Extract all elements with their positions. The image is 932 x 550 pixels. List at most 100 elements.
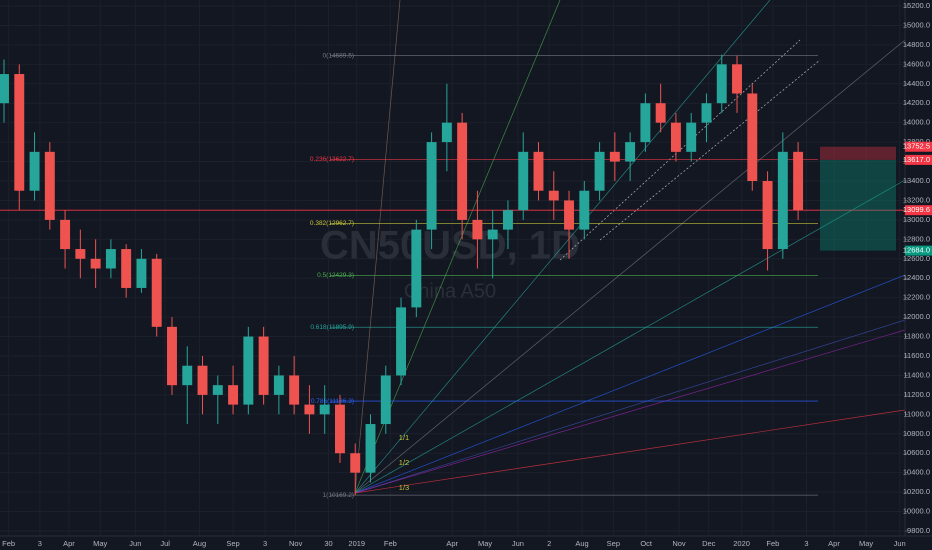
candle-body (380, 375, 391, 425)
candle-body (411, 229, 422, 308)
candle-body (0, 74, 9, 104)
candle-body (319, 404, 330, 415)
gann-fan: 1/1 1/2 1/3 (354, 0, 906, 494)
candle-body (640, 103, 651, 143)
x-tick-label: Feb (2, 539, 15, 548)
watermark-name: China A50 (404, 280, 496, 302)
candle-body (609, 151, 620, 162)
candle-body (426, 142, 437, 230)
fan-line (354, 39, 906, 494)
fan-line (354, 329, 906, 494)
candle-body (258, 336, 269, 395)
y-tick-label: 13400.0 (903, 176, 930, 185)
candle-body (350, 453, 361, 473)
candle-body (518, 151, 529, 211)
y-tick-label: 14200.0 (903, 98, 930, 107)
fib-retracement: 0(14689.5) 0.236(13622.7) 0.382(12962.7) 0.… (0, 52, 905, 499)
candle-body (625, 142, 636, 162)
fib-label: 0.5(12429.3) (317, 272, 354, 279)
x-tick-label: Feb (384, 539, 397, 548)
fan-line (354, 0, 771, 494)
candle-body (579, 190, 590, 230)
y-tick-label: 10800.0 (903, 429, 930, 438)
candle-body (197, 365, 208, 395)
candle-body (335, 404, 345, 454)
candle-body (457, 122, 468, 220)
stop-zone (820, 146, 896, 160)
x-tick-label: Jun (129, 539, 141, 548)
candle-body (716, 64, 727, 104)
candle-body (105, 249, 116, 269)
candle-body (441, 122, 452, 143)
x-tick-label: May (93, 539, 107, 548)
x-tick-label: 2 (547, 539, 551, 548)
fib-label: 0.618(11895.9) (310, 324, 354, 331)
candle-body (365, 424, 376, 473)
y-tick-label: 14000.0 (903, 118, 930, 127)
x-tick-label: Nov (672, 539, 686, 548)
x-tick-label: May (859, 539, 873, 548)
fib-label: 0.382(12962.7) (310, 220, 354, 227)
fan-label: 1/2 (399, 458, 409, 467)
y-tick-label: 14800.0 (903, 40, 930, 49)
candle-body (167, 326, 177, 386)
x-tick-label: Dec (702, 539, 716, 548)
y-tick-label: 15000.0 (903, 20, 930, 29)
x-tick-label: Jun (894, 539, 906, 548)
x-tick-label: Aug (193, 539, 206, 548)
candle-body (289, 375, 300, 405)
candle-body (151, 258, 162, 327)
fib-label: 0.236(13622.7) (310, 156, 354, 163)
y-tick-label: 14400.0 (903, 79, 930, 88)
x-tick-label: Feb (766, 539, 779, 548)
fan-line (354, 409, 906, 494)
candle-body (655, 103, 666, 123)
price-badge-label: 12684.0 (903, 246, 930, 255)
y-tick-label: 11800.0 (903, 332, 930, 341)
candle-body (212, 385, 223, 395)
y-tick-label: 15200.0 (903, 1, 930, 10)
candle-body (533, 151, 544, 191)
candle-body (564, 200, 574, 230)
x-tick-label: Nov (289, 539, 303, 548)
x-tick-label: Aug (575, 539, 588, 548)
price-badge (905, 141, 932, 152)
y-tick-label: 11200.0 (903, 390, 930, 399)
candle-body (304, 404, 315, 415)
x-tick-label: 2019 (348, 539, 365, 548)
candle-body (182, 365, 193, 386)
candle-body (136, 258, 147, 288)
candle-body (777, 151, 788, 250)
price-badge (905, 154, 932, 165)
fan-line (354, 274, 906, 494)
candle-body (90, 258, 101, 269)
x-tick-label: Oct (640, 539, 653, 548)
y-tick-label: 10600.0 (903, 448, 930, 457)
y-tick-label: 14600.0 (903, 59, 930, 68)
y-tick-label: 10000.0 (903, 507, 930, 516)
candle-body (762, 181, 773, 250)
candle-body (732, 64, 742, 94)
y-tick-label: 11600.0 (903, 351, 930, 360)
candle-body (14, 74, 25, 191)
candle-body (747, 93, 758, 181)
price-badge (905, 245, 932, 256)
y-tick-label: 11000.0 (903, 409, 930, 418)
x-tick-label: 3 (804, 539, 808, 548)
x-tick-label: 2020 (733, 539, 750, 548)
candles (0, 54, 804, 496)
y-tick-label: 12400.0 (903, 273, 930, 282)
x-tick-label: Jun (512, 539, 524, 548)
candle-body (60, 219, 71, 250)
candle-body (273, 375, 284, 395)
fan-line (354, 319, 906, 494)
y-tick-label: 10200.0 (903, 487, 930, 496)
y-tick-label: 12800.0 (903, 234, 930, 243)
y-tick-label: 12600.0 (903, 254, 930, 263)
y-tick-label: 12200.0 (903, 293, 930, 302)
grid (0, 0, 905, 536)
price-badge (905, 205, 932, 216)
